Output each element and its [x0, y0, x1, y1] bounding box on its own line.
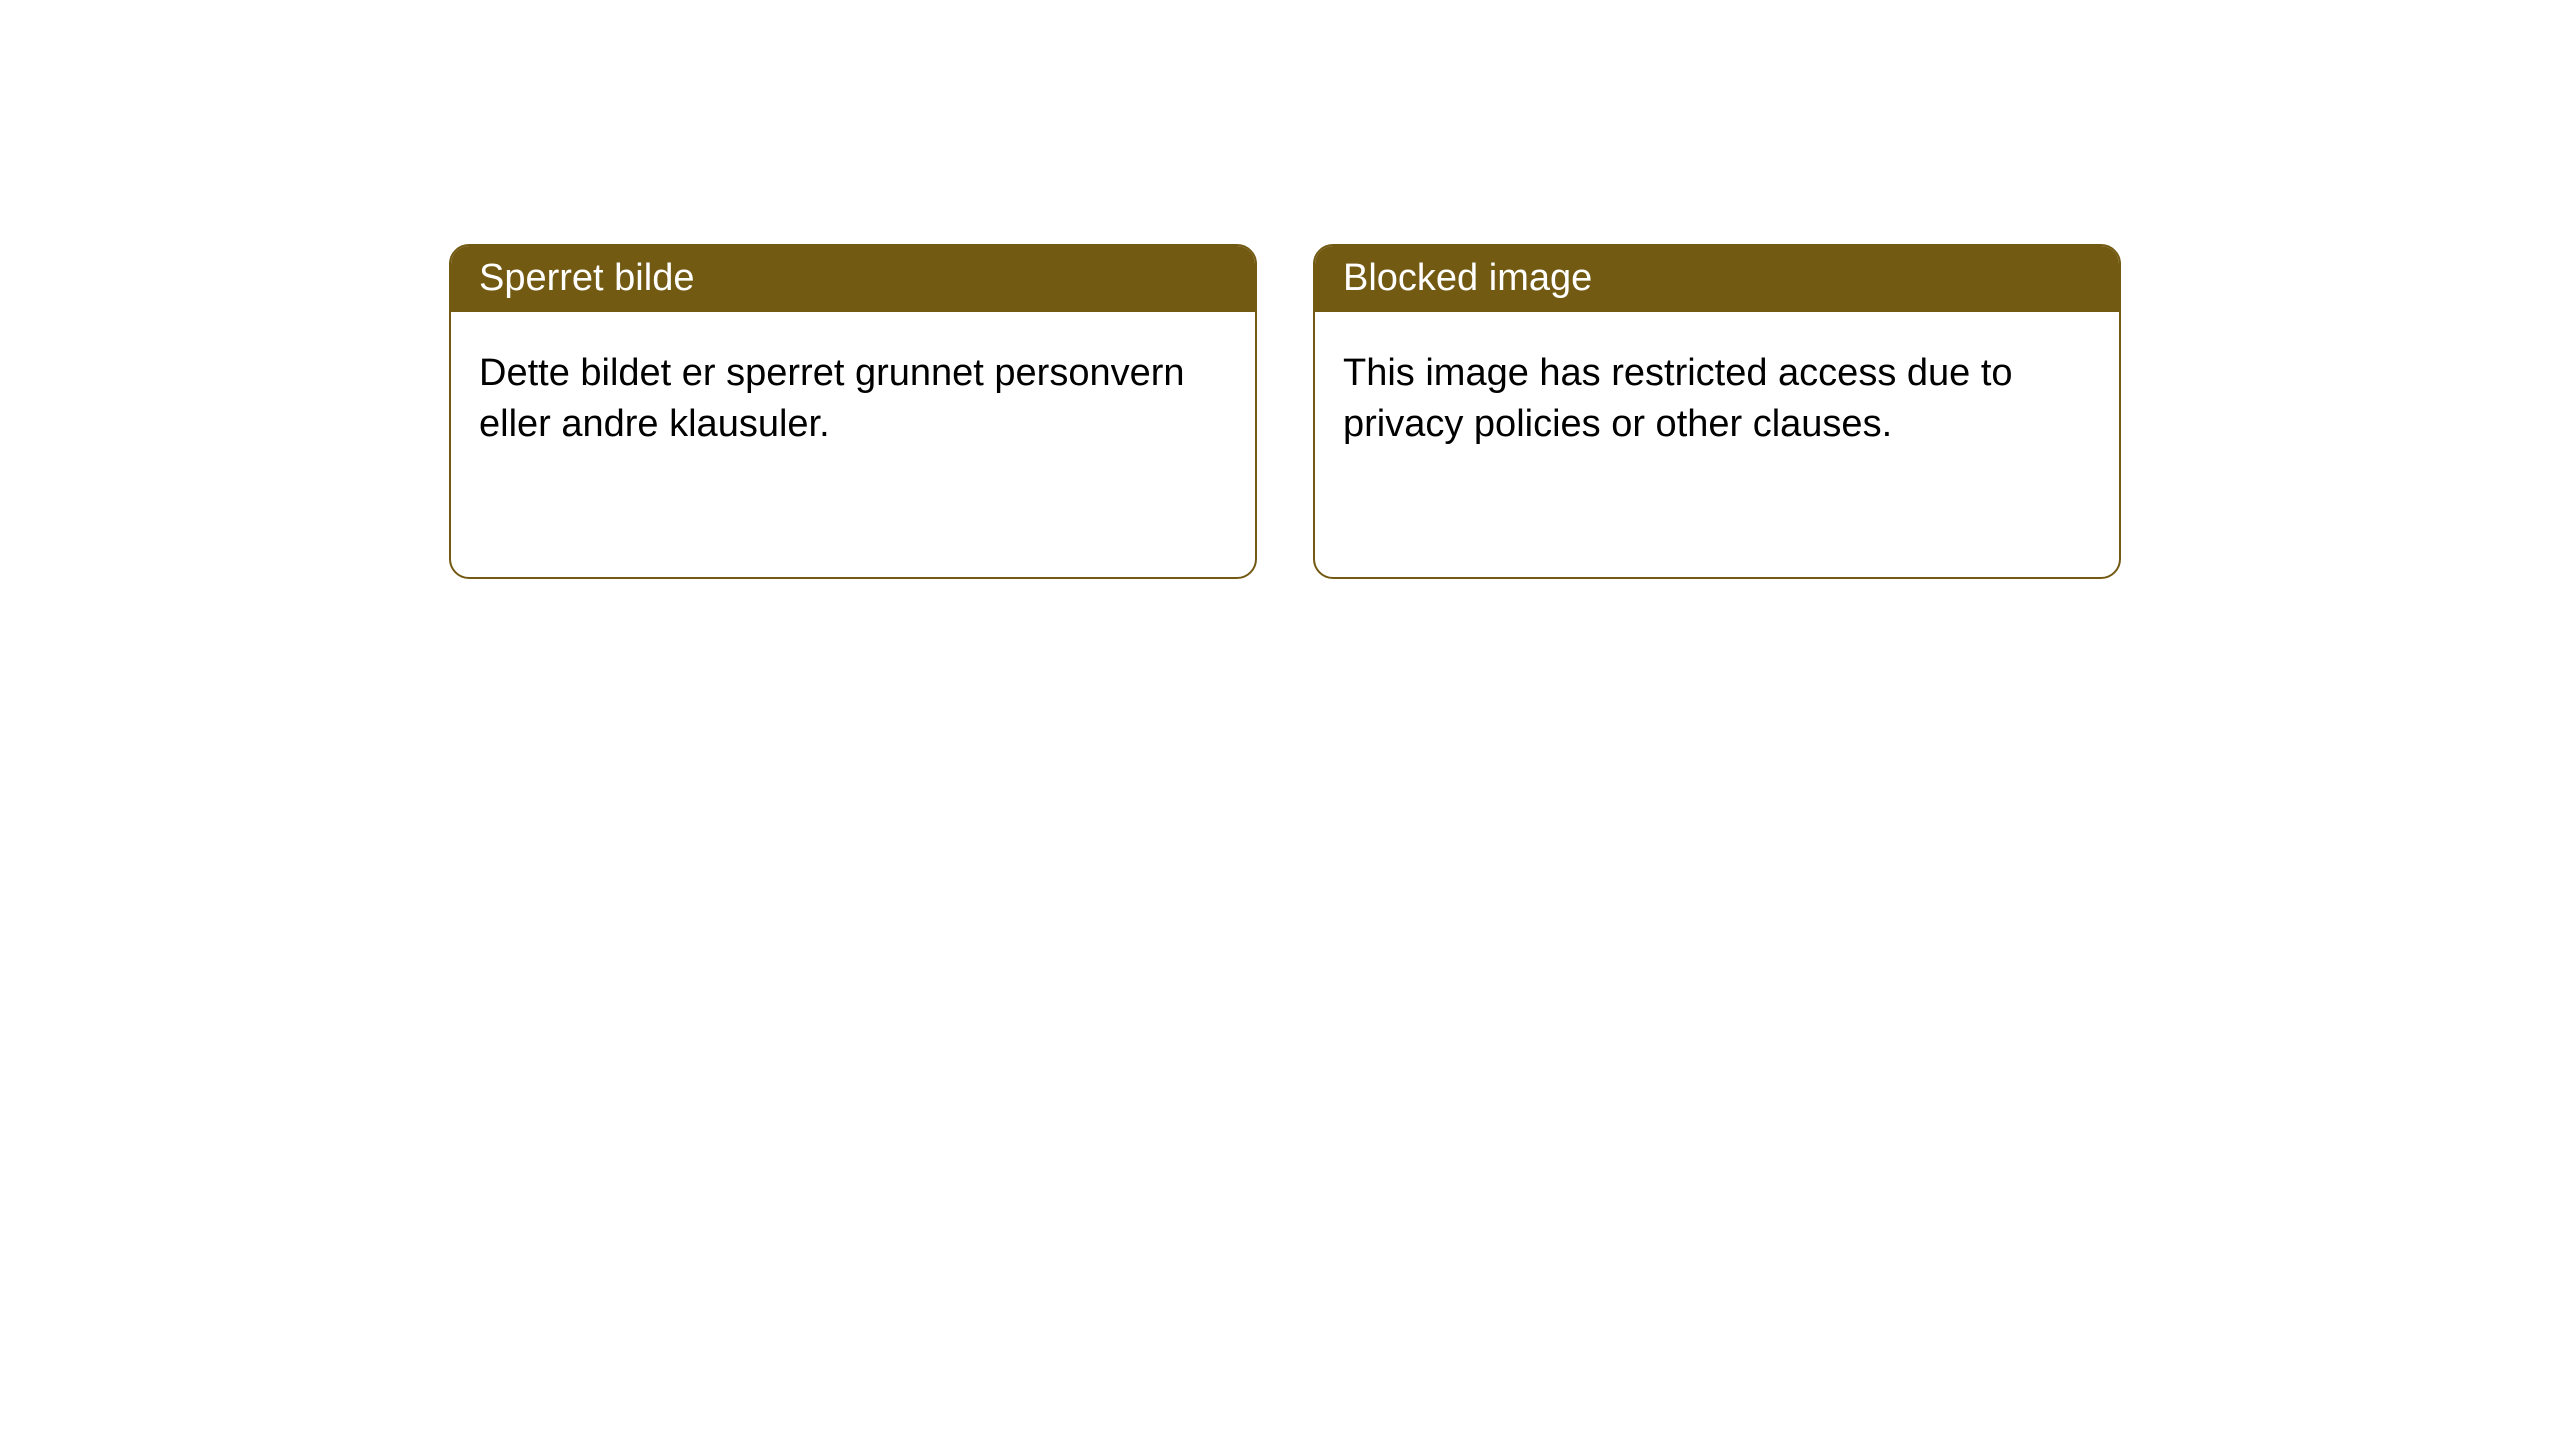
- card-body-text: This image has restricted access due to …: [1343, 352, 2013, 445]
- card-body: This image has restricted access due to …: [1315, 312, 2119, 487]
- card-header: Blocked image: [1315, 246, 2119, 312]
- notice-card-english: Blocked image This image has restricted …: [1313, 244, 2121, 579]
- notice-card-norwegian: Sperret bilde Dette bildet er sperret gr…: [449, 244, 1257, 579]
- notice-container: Sperret bilde Dette bildet er sperret gr…: [0, 0, 2560, 579]
- card-body: Dette bildet er sperret grunnet personve…: [451, 312, 1255, 487]
- card-title: Sperret bilde: [479, 257, 694, 299]
- card-header: Sperret bilde: [451, 246, 1255, 312]
- card-title: Blocked image: [1343, 257, 1592, 299]
- card-body-text: Dette bildet er sperret grunnet personve…: [479, 352, 1185, 445]
